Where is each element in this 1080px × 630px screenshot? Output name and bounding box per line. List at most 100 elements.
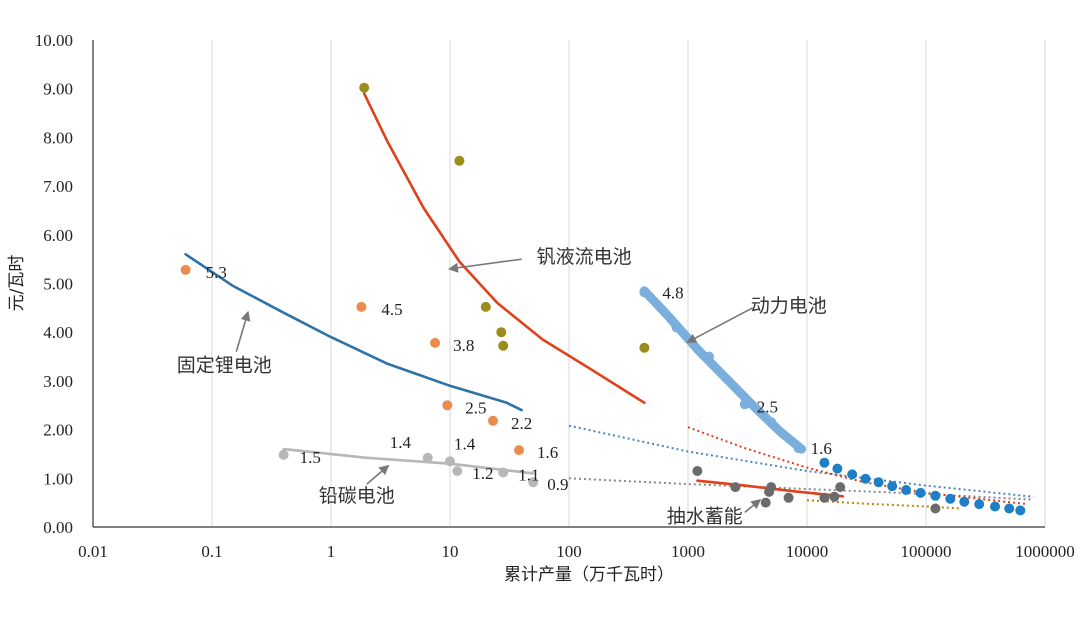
- forecast-point: [930, 490, 941, 501]
- x-tick-label: 1: [327, 542, 336, 561]
- annotation-arrows: [235, 258, 762, 514]
- data-label: 1.5: [300, 448, 321, 467]
- power-battery-point: [671, 322, 682, 333]
- y-tick-label: 0.00: [43, 518, 73, 537]
- x-tick-label: 10000: [786, 542, 829, 561]
- annotation-arrow: [448, 258, 522, 273]
- x-tick-label: 100000: [901, 542, 952, 561]
- forecast-point: [819, 457, 830, 468]
- lead-carbon-point: [452, 466, 463, 476]
- lead-carbon-point: [528, 477, 539, 488]
- forecast-point: [959, 496, 970, 507]
- data-points: [180, 82, 1026, 516]
- forecast-point: [974, 499, 985, 510]
- pumped-hydro-point: [835, 482, 846, 493]
- data-label: 2.5: [757, 397, 778, 416]
- pumped-hydro-label: 抽水蓄能: [667, 505, 743, 527]
- data-label: 1.4: [390, 433, 412, 452]
- vanadium-flow-point: [359, 82, 370, 93]
- y-tick-label: 4.00: [43, 323, 73, 342]
- forecast-point: [990, 501, 1000, 512]
- pumped-hydro-point: [692, 466, 703, 476]
- data-label: 1.2: [472, 464, 493, 483]
- x-tick-label: 1000: [671, 542, 705, 561]
- projection-line: [568, 424, 1034, 498]
- data-label: 3.8: [453, 336, 474, 355]
- forecast-point: [945, 493, 956, 504]
- forecast-point: [915, 487, 926, 498]
- x-tick-label: 0.1: [201, 542, 222, 561]
- annotation-arrow: [366, 464, 390, 485]
- y-tick-label: 7.00: [43, 177, 73, 196]
- pumped-hydro-point: [783, 492, 794, 503]
- power-battery-point: [766, 417, 777, 428]
- vanadium-flow-label: 钒液流电池: [537, 246, 632, 268]
- vanadium-flow-point: [498, 340, 509, 351]
- y-tick-labels: 0.00 1.00 2.00 3.00 4.00 5.00 6.00 7.00 8.00 9.00…: [35, 31, 73, 537]
- vanadium-flow-point: [496, 327, 507, 338]
- power-battery-point: [739, 399, 750, 410]
- vanadium-flow-trend-line: [362, 92, 646, 405]
- forecast-point: [901, 485, 912, 495]
- y-tick-label: 1.00: [43, 469, 73, 488]
- lead-carbon-point: [445, 456, 455, 467]
- fixed-lithium-point: [488, 415, 498, 426]
- y-axis-title: 元/瓦时: [7, 255, 27, 312]
- data-label: 2.2: [511, 414, 532, 433]
- fixed-lithium-point: [514, 445, 524, 456]
- power-battery-point: [793, 443, 804, 454]
- data-label: 1.6: [537, 443, 558, 462]
- pumped-hydro-point: [930, 503, 941, 514]
- forecast-point: [873, 477, 884, 488]
- pumped-hydro-point: [730, 482, 741, 493]
- data-label: 4.8: [662, 283, 683, 302]
- power-battery-label: 动力电池: [751, 295, 827, 317]
- y-tick-label: 9.00: [43, 80, 73, 99]
- forecast-point: [1015, 505, 1026, 516]
- fixed-lithium-point: [442, 400, 453, 411]
- grid-lines: [211, 40, 1046, 527]
- lead-carbon-trend-line: [282, 447, 535, 475]
- data-label: 1.6: [811, 439, 832, 458]
- fixed-lithium-point: [430, 337, 441, 348]
- data-label: 2.5: [465, 398, 486, 417]
- forecast-point: [1004, 503, 1015, 514]
- data-label: 5.3: [206, 263, 227, 282]
- y-tick-label: 2.00: [43, 421, 73, 440]
- data-labels: 5.3 4.5 3.8 2.5 2.2 1.6 4.8 2.5 1.6 1.5 1.4 1.4 1.2 1…: [206, 263, 832, 494]
- power-battery-trend-line: [639, 286, 807, 454]
- y-tick-label: 10.00: [35, 31, 73, 50]
- x-tick-label: 1000000: [1015, 542, 1075, 561]
- power-battery-point: [639, 287, 650, 298]
- vanadium-flow-point: [454, 155, 465, 166]
- vanadium-flow-point: [480, 301, 491, 312]
- x-tick-labels: 0.01 0.1 1 10 100 1000 10000 100000 1000000: [78, 542, 1075, 561]
- projection-line: [687, 426, 1027, 506]
- y-tick-label: 5.00: [43, 275, 73, 294]
- pumped-hydro-point: [760, 497, 771, 508]
- lead-carbon-point: [422, 452, 433, 463]
- pumped-hydro-point: [766, 482, 777, 493]
- forecast-point: [860, 473, 871, 484]
- x-tick-label: 0.01: [78, 542, 108, 561]
- x-axis-title: 累计产量（万千瓦时）: [504, 565, 674, 585]
- data-label: 1.4: [454, 434, 476, 453]
- fixed-lithium-point: [180, 264, 191, 275]
- data-label: 0.9: [547, 475, 568, 494]
- fixed-lithium-point: [356, 301, 367, 312]
- y-tick-label: 3.00: [43, 372, 73, 391]
- y-tick-label: 6.00: [43, 226, 73, 245]
- annotation-arrow: [744, 498, 762, 514]
- annotation-arrow: [686, 307, 754, 343]
- forecast-point: [847, 469, 858, 480]
- pumped-hydro-point: [829, 491, 840, 502]
- lead-carbon-point: [498, 467, 509, 478]
- forecast-point: [887, 481, 898, 492]
- lead-carbon-label: 铅碳电池: [319, 485, 395, 507]
- fixed-lithium-trend-line: [184, 253, 523, 412]
- lead-carbon-point: [278, 449, 289, 460]
- power-battery-point: [704, 351, 714, 362]
- fixed-lithium-label: 固定锂电池: [177, 355, 272, 377]
